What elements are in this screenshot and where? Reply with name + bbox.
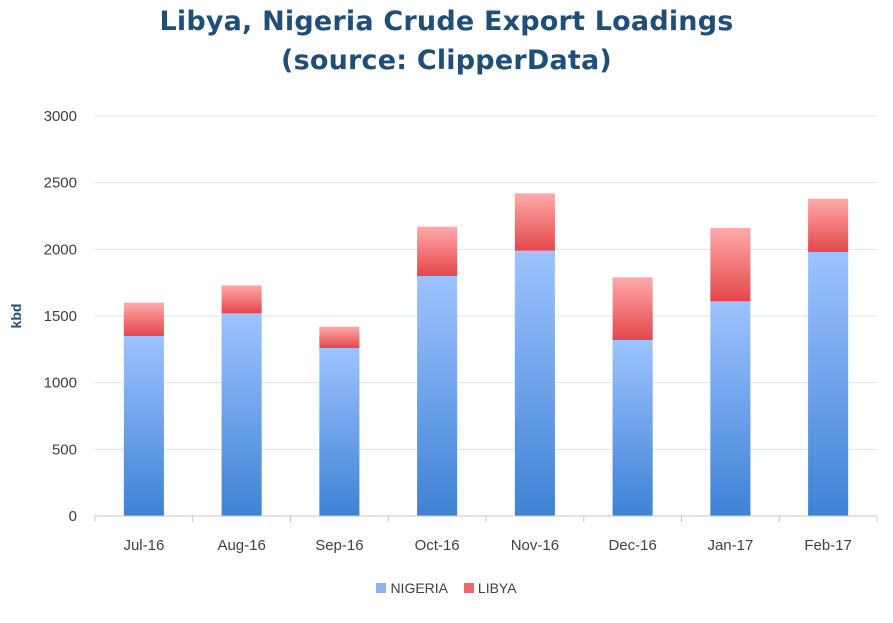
chart-title: Libya, Nigeria Crude Export Loadings (so…	[0, 2, 893, 80]
chart-title-line-2: (source: ClipperData)	[281, 45, 612, 77]
bar-nigeria-aug-16	[221, 313, 262, 516]
legend-item-nigeria: NIGERIA	[376, 580, 448, 596]
bar-nigeria-jan-17	[710, 301, 751, 516]
x-tick-label-sep-16: Sep-16	[315, 537, 363, 554]
bar-libya-jan-17	[710, 228, 751, 302]
bars	[123, 193, 849, 516]
bar-libya-nov-16	[514, 193, 555, 251]
bar-libya-aug-16	[221, 285, 262, 314]
x-tick-label-oct-16: Oct-16	[415, 537, 460, 554]
bar-libya-dec-16	[612, 277, 653, 340]
x-tick-label-jan-17: Jan-17	[707, 537, 753, 554]
legend-label-nigeria: NIGERIA	[390, 580, 449, 596]
y-tick-label-1000: 1000	[44, 375, 77, 392]
bar-libya-jul-16	[123, 302, 164, 336]
y-tick-label-2000: 2000	[44, 241, 77, 258]
y-tick-label-500: 500	[52, 441, 77, 458]
bar-libya-feb-17	[808, 198, 849, 252]
bar-nigeria-nov-16	[514, 250, 555, 516]
y-tick-label-1500: 1500	[44, 308, 77, 325]
legend-item-libya: LIBYA	[463, 580, 517, 596]
y-tick-label-3000: 3000	[44, 108, 77, 125]
bar-nigeria-dec-16	[612, 340, 653, 516]
x-tick-label-dec-16: Dec-16	[608, 537, 656, 554]
legend-swatch-libya	[463, 583, 474, 593]
y-tick-label-0: 0	[69, 508, 77, 525]
tick-labels: 0 500 1000 1500 2000 2500 3000 Jul-16 Aug-16 Sep-…	[44, 108, 852, 554]
x-tick-label-jul-16: Jul-16	[123, 537, 164, 554]
gridlines	[95, 115, 877, 450]
x-tick-label-aug-16: Aug-16	[217, 537, 265, 554]
y-axis-label: kbd	[8, 304, 24, 329]
axes	[94, 515, 878, 522]
legend-swatch-nigeria	[376, 583, 387, 593]
x-tick-label-nov-16: Nov-16	[511, 537, 559, 554]
y-tick-label-2500: 2500	[44, 175, 77, 192]
bar-nigeria-sep-16	[319, 348, 360, 516]
bar-libya-oct-16	[417, 226, 458, 276]
chart-title-line-1: Libya, Nigeria Crude Export Loadings	[159, 6, 734, 37]
bar-nigeria-feb-17	[808, 252, 849, 516]
x-tick-label-feb-17: Feb-17	[804, 537, 852, 554]
bar-nigeria-oct-16	[417, 276, 458, 516]
legend: NIGERIA LIBYA	[0, 580, 893, 596]
bar-nigeria-jul-16	[123, 336, 164, 516]
bar-libya-sep-16	[319, 326, 360, 348]
legend-label-libya: LIBYA	[477, 580, 517, 596]
